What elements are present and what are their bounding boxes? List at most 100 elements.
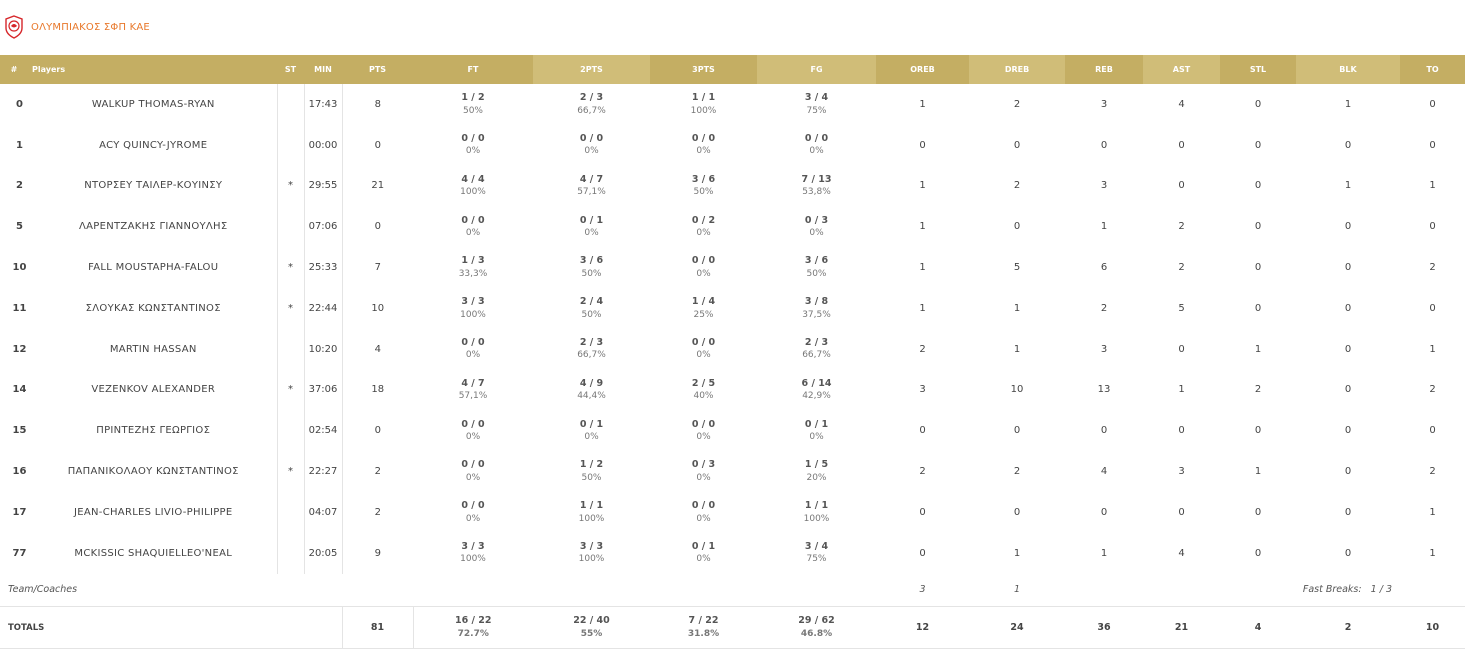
col-header-3pts[interactable]: 3PTS: [650, 55, 757, 84]
col-header-ft[interactable]: FT: [413, 55, 533, 84]
player-3pts-pct: 0%: [696, 350, 711, 361]
player-2pts-made: 0 / 1: [579, 214, 604, 226]
player-name[interactable]: ΠΡΙΝΤΕΖΗΣ ΓΕΩΡΓΙΟΣ: [96, 425, 211, 437]
player-fg: 3 / 8 37,5%: [757, 288, 876, 329]
player-row[interactable]: 17 JEAN-CHARLES LIVIO-PHILIPPE 04:07 2 0 / 0…: [0, 491, 1465, 533]
player-fg: 3 / 4 75%: [757, 533, 876, 574]
player-name[interactable]: ACY QUINCY-JYROME: [99, 139, 208, 151]
col-header-fg[interactable]: FG: [757, 55, 876, 84]
col-header-dreb[interactable]: DREB: [969, 55, 1065, 84]
player-fg-made: 6 / 14: [801, 377, 832, 389]
player-3pts: 0 / 0 0%: [650, 247, 757, 288]
col-header-min[interactable]: MIN: [304, 55, 342, 84]
player-3pts-pct: 0%: [696, 268, 711, 279]
player-row[interactable]: 2 ΝΤΟΡΣΕΥ ΤΑΙΛΕΡ-ΚΟΥΙΝΣΥ * 29:55 21 4 / 4 100%…: [0, 165, 1465, 207]
player-number: 15: [12, 425, 27, 437]
totals-fg-made: 29 / 62: [798, 615, 835, 627]
player-reb: 6: [1100, 262, 1108, 274]
player-name[interactable]: JEAN-CHARLES LIVIO-PHILIPPE: [74, 506, 233, 518]
player-3pts-made: 0 / 2: [691, 214, 716, 226]
player-3pts: 2 / 5 40%: [650, 370, 757, 411]
player-reb: 3: [1100, 343, 1108, 355]
player-3pts: 0 / 0 0%: [650, 492, 757, 533]
player-name[interactable]: MARTIN HASSAN: [109, 343, 197, 355]
player-3pts-pct: 0%: [696, 228, 711, 239]
coaches-oreb: 3: [919, 584, 926, 596]
player-minutes: 00:00: [304, 124, 343, 166]
totals-row: TOTALS 81 16 / 22 72.7% 22 / 40 55% 7 / 22…: [0, 606, 1465, 650]
player-3pts: 3 / 6 50%: [650, 166, 757, 207]
player-fg: 2 / 3 66,7%: [757, 329, 876, 370]
col-header-stl[interactable]: STL: [1220, 55, 1296, 84]
player-name[interactable]: MCKISSIC SHAQUIELLEO'NEAL: [74, 547, 233, 559]
player-ft-pct: 50%: [462, 105, 483, 116]
col-header-st[interactable]: ST: [277, 55, 304, 84]
player-stl: 0: [1254, 180, 1262, 192]
player-ast: 0: [1178, 139, 1185, 151]
player-stl: 0: [1254, 506, 1262, 518]
col-header-blk[interactable]: BLK: [1296, 55, 1400, 84]
player-to: 2: [1429, 262, 1436, 274]
player-row[interactable]: 10 FALL MOUSTAPHA-FALOU * 25:33 7 1 / 3 33,3% 3…: [0, 247, 1465, 288]
player-row[interactable]: 0 WALKUP THOMAS-RYAN 17:43 8 1 / 2 50% 2 / 3 66…: [0, 84, 1465, 125]
player-2pts: 0 / 1 0%: [533, 206, 650, 247]
player-name[interactable]: VEZENKOV ALEXANDER: [91, 384, 216, 396]
player-fg-made: 1 / 1: [804, 500, 829, 512]
player-row[interactable]: 77 MCKISSIC SHAQUIELLEO'NEAL 20:05 9 3 / 3 10…: [0, 532, 1465, 574]
player-points: 9: [374, 547, 381, 559]
player-dreb: 2: [1013, 180, 1021, 192]
col-header-ast[interactable]: AST: [1143, 55, 1220, 84]
col-header-2pts[interactable]: 2PTS: [533, 55, 650, 84]
col-header-oreb[interactable]: OREB: [876, 55, 969, 84]
player-oreb: 0: [919, 139, 926, 151]
player-row[interactable]: 11 ΣΛΟΥΚΑΣ ΚΩΝΣΤΑΝΤΙΝΟΣ * 22:44 10 3 / 3 100% 2…: [0, 287, 1465, 329]
player-2pts-made: 0 / 0: [579, 133, 604, 145]
player-2pts: 2 / 3 66,7%: [533, 84, 650, 125]
player-number: 14: [12, 384, 27, 396]
player-fg-pct: 66,7%: [802, 350, 831, 361]
player-points: 8: [374, 98, 381, 110]
player-fg-pct: 0%: [809, 146, 824, 157]
totals-2pts: 22 / 40 55%: [533, 606, 650, 650]
player-2pts-pct: 0%: [584, 146, 599, 157]
totals-ft: 16 / 22 72.7%: [413, 606, 533, 650]
player-ast: 4: [1178, 547, 1185, 559]
team-header: ΟΛΥΜΠΙΑΚΟΣ ΣΦΠ ΚΑΕ: [4, 13, 150, 41]
col-header-to[interactable]: TO: [1400, 55, 1465, 84]
player-minutes: 22:44: [304, 287, 343, 329]
player-name[interactable]: FALL MOUSTAPHA-FALOU: [88, 262, 219, 274]
col-header-players[interactable]: Players: [28, 55, 277, 84]
player-name[interactable]: WALKUP THOMAS-RYAN: [91, 98, 215, 110]
player-starter-mark: [276, 84, 305, 125]
player-starter-mark: [276, 491, 305, 533]
player-name[interactable]: ΠΑΠΑΝΙΚΟΛΑΟΥ ΚΩΝΣΤΑΝΤΙΝΟΣ: [67, 466, 239, 478]
col-header-number[interactable]: #: [0, 55, 28, 84]
player-oreb: 1: [919, 302, 926, 314]
player-row[interactable]: 12 MARTIN HASSAN 10:20 4 0 / 0 0% 2 / 3 66,7% 0 …: [0, 328, 1465, 370]
coaches-dreb: 1: [1013, 584, 1021, 596]
player-3pts-made: 0 / 0: [691, 255, 716, 267]
player-row[interactable]: 14 VEZENKOV ALEXANDER * 37:06 18 4 / 7 57,1% 4 …: [0, 369, 1465, 411]
player-name[interactable]: ΝΤΟΡΣΕΥ ΤΑΙΛΕΡ-ΚΟΥΙΝΣΥ: [84, 180, 223, 192]
player-reb: 2: [1100, 302, 1108, 314]
player-stl: 0: [1254, 302, 1262, 314]
player-ft-pct: 0%: [465, 513, 481, 524]
player-row[interactable]: 15 ΠΡΙΝΤΕΖΗΣ ΓΕΩΡΓΙΟΣ 02:54 0 0 / 0 0% 0 / 1 0%…: [0, 410, 1465, 452]
player-starter-mark: [276, 206, 305, 248]
player-name[interactable]: ΣΛΟΥΚΑΣ ΚΩΝΣΤΑΝΤΙΝΟΣ: [85, 302, 221, 314]
player-row[interactable]: 5 ΛΑΡΕΝΤΖΑΚΗΣ ΓΙΑΝΝΟΥΛΗΣ 07:06 0 0 / 0 0% 0 / …: [0, 206, 1465, 248]
player-to: 1: [1429, 547, 1436, 559]
table-header-row: # Players ST MIN PTS FT 2PTS 3PTS FG ORE…: [0, 55, 1465, 84]
player-2pts: 2 / 4 50%: [533, 288, 650, 329]
col-header-reb[interactable]: REB: [1065, 55, 1143, 84]
player-name[interactable]: ΛΑΡΕΝΤΖΑΚΗΣ ΓΙΑΝΝΟΥΛΗΣ: [79, 221, 228, 233]
player-3pts-made: 0 / 0: [691, 337, 716, 349]
player-3pts-made: 1 / 4: [691, 296, 716, 308]
player-row[interactable]: 1 ACY QUINCY-JYROME 00:00 0 0 / 0 0% 0 / 0 0% 0 …: [0, 124, 1465, 166]
player-3pts-made: 3 / 6: [691, 173, 716, 185]
player-starter-mark: [276, 410, 305, 452]
player-3pts-pct: 40%: [693, 391, 714, 402]
player-oreb: 2: [919, 466, 926, 478]
col-header-pts[interactable]: PTS: [342, 55, 413, 84]
